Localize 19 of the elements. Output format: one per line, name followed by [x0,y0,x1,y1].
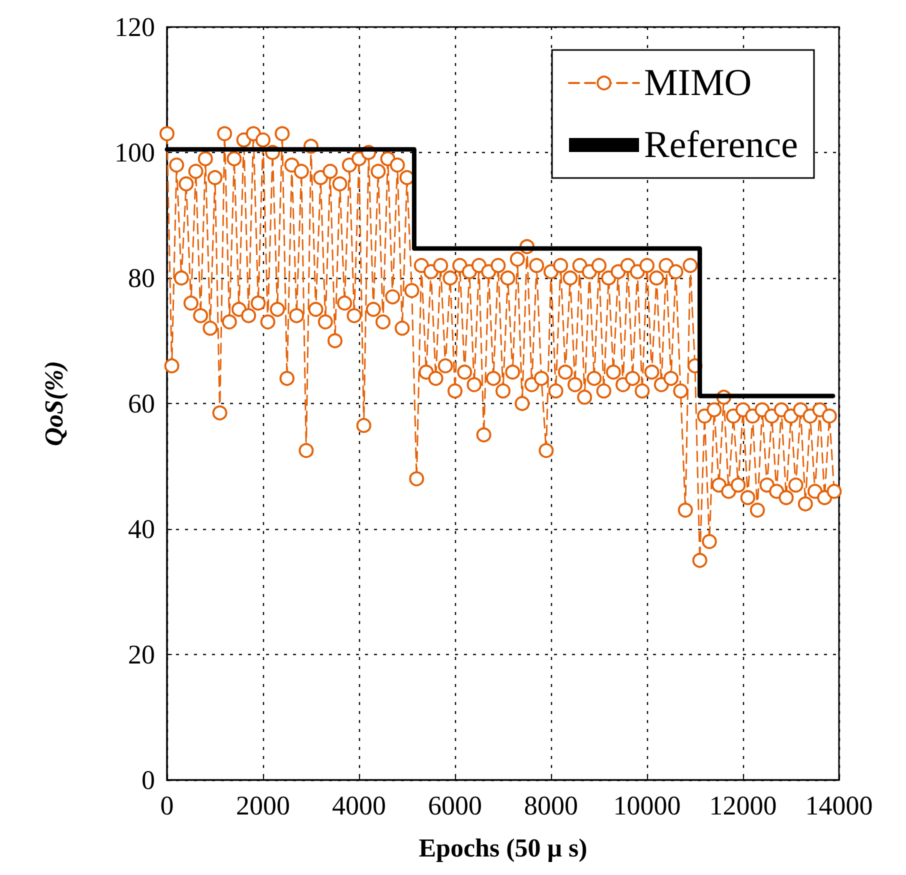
x-tick-label: 6000 [428,790,482,820]
x-tick-label: 14000 [805,790,873,820]
y-axis-title: QoS(%) [40,360,68,446]
x-tick-label: 2000 [236,790,290,820]
y-tick-label: 20 [128,640,155,670]
x-tick-label: 4000 [332,790,386,820]
y-tick-label: 80 [128,263,155,293]
x-tick-label: 10000 [613,790,681,820]
y-tick-label: 0 [142,765,155,795]
y-tick-label: 100 [114,138,155,168]
y-tick-label: 120 [114,12,155,42]
x-axis-title: Epochs (50 μ s) [418,834,588,862]
x-tick-label: 0 [160,790,174,820]
x-tick-label: 12000 [709,790,777,820]
legend-label: Reference [644,124,798,166]
x-tick-label: 8000 [524,790,578,820]
legend-label: MIMO [644,62,752,104]
y-tick-label: 60 [128,388,155,418]
y-tick-label: 40 [128,514,155,544]
